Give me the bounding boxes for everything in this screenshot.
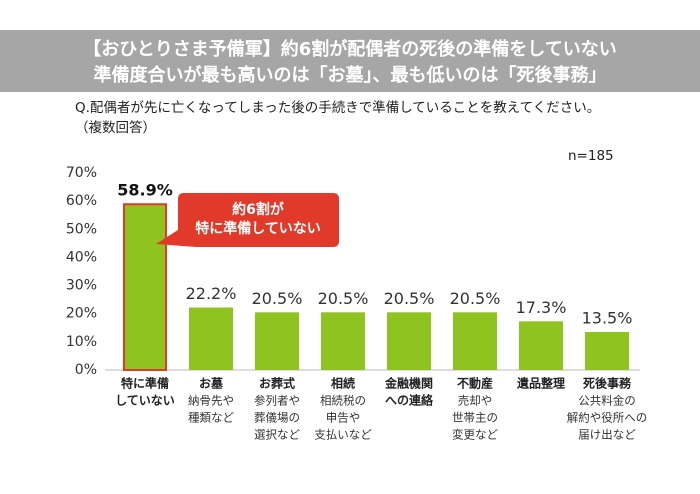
- y-tick-label: 20%: [66, 306, 97, 322]
- bar: [321, 312, 365, 370]
- chart-title: 準備度合いが最も高いのは「お墓」、最も低いのは「死後事務」: [94, 64, 607, 86]
- category-note: 参列者や: [254, 394, 300, 408]
- category-note: 売却や: [458, 394, 493, 408]
- value-label: 17.3%: [516, 298, 567, 317]
- category-note: 葬儀場の: [254, 411, 300, 425]
- x-tick-label: していない: [115, 394, 175, 408]
- value-label: 22.2%: [186, 284, 237, 303]
- category-note: 公共料金の: [578, 394, 636, 408]
- category-note: 種類など: [188, 411, 234, 425]
- x-tick-label: お墓: [199, 376, 224, 391]
- category-note: 届け出など: [578, 428, 636, 442]
- bar: [123, 203, 167, 371]
- category-note: 支払いなど: [314, 428, 372, 442]
- category-note: 解約や役所への: [567, 411, 648, 425]
- x-tick-label: 金融機関: [384, 376, 433, 391]
- sample-size: n=185: [568, 148, 614, 164]
- value-label: 20.5%: [318, 289, 369, 308]
- category-note: 納骨先や: [188, 394, 234, 408]
- chart-title: 【おひとりさま予備軍】約6割が配偶者の死後の準備をしていない: [83, 38, 616, 60]
- x-tick-label: への連絡: [385, 393, 434, 408]
- y-tick-label: 10%: [66, 334, 97, 350]
- bar: [453, 312, 497, 370]
- callout-box: [156, 193, 339, 247]
- question-note: （複数回答）: [75, 119, 156, 136]
- x-tick-label: お葬式: [259, 376, 295, 391]
- x-tick-label: 相続: [331, 376, 355, 391]
- header-band: [0, 30, 700, 92]
- category-note: 世帯主の: [452, 411, 498, 425]
- callout-text: 特に準備していない: [195, 220, 321, 237]
- y-tick-label: 30%: [66, 278, 97, 294]
- bar: [255, 312, 299, 370]
- value-label: 13.5%: [582, 309, 633, 328]
- x-tick-label: 死後事務: [583, 376, 632, 391]
- y-tick-label: 50%: [66, 221, 97, 237]
- y-tick-label: 70%: [66, 165, 97, 181]
- value-label: 20.5%: [450, 289, 501, 308]
- callout-text: 約6割が: [232, 201, 285, 218]
- value-label: 20.5%: [252, 289, 303, 308]
- y-tick-label: 0%: [75, 362, 97, 378]
- x-tick-label: 特に準備: [121, 376, 169, 391]
- x-tick-label: 遺品整理: [516, 376, 565, 391]
- question: Q.配偶者が先に亡くなってしまった後の手続きで準備していることを教えてください。: [75, 100, 600, 116]
- bar: [387, 312, 431, 370]
- value-label: 58.9%: [117, 181, 173, 200]
- category-note: 申告や: [326, 411, 361, 425]
- x-tick-label: 不動産: [457, 376, 493, 391]
- y-tick-label: 40%: [66, 249, 97, 265]
- category-note: 選択など: [254, 428, 300, 442]
- y-tick-label: 60%: [66, 193, 97, 209]
- category-note: 変更など: [452, 428, 498, 442]
- bar: [519, 321, 563, 370]
- bar: [189, 307, 233, 370]
- category-note: 相続税の: [320, 394, 366, 408]
- value-label: 20.5%: [384, 289, 435, 308]
- bar: [585, 332, 629, 370]
